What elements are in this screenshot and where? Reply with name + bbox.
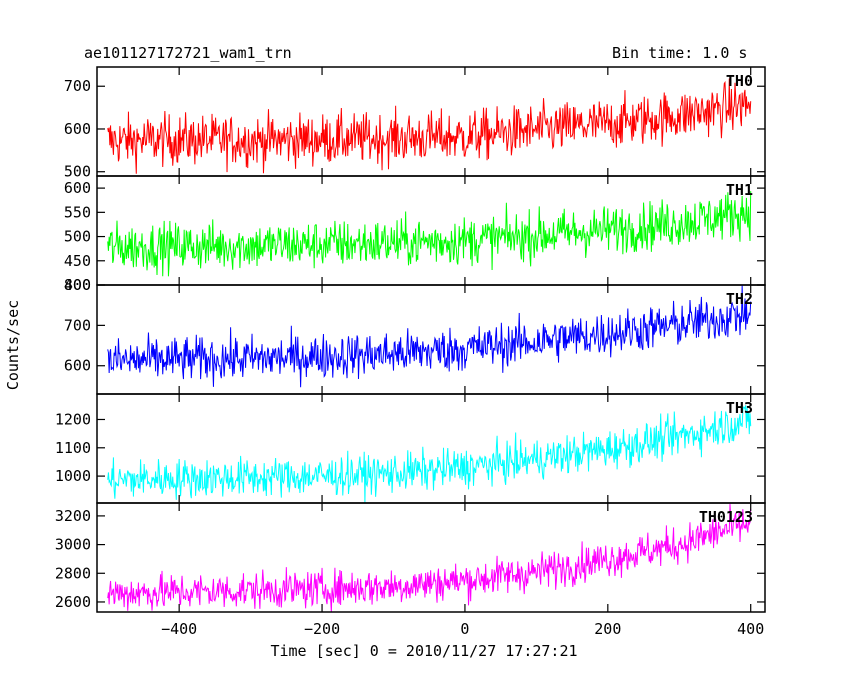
y-tick-label: 700 — [64, 77, 91, 95]
panel-label-th2: TH2 — [726, 290, 753, 308]
panel-label-th0: TH0 — [726, 72, 753, 90]
y-tick-label: 600 — [64, 357, 91, 375]
panel-th0: 500 600 700 TH0 — [64, 66, 766, 181]
x-tick-label: −400 — [161, 620, 197, 638]
y-tick-label: 1100 — [55, 439, 91, 457]
y-tick-label: 500 — [64, 163, 91, 181]
series-line-th0123 — [107, 503, 752, 612]
y-tick-label: 700 — [64, 316, 91, 334]
panel-label-th1: TH1 — [726, 181, 753, 199]
panel-frame — [96, 393, 766, 504]
x-tick-label: −200 — [304, 620, 340, 638]
y-axis-label: Counts/sec — [4, 300, 22, 390]
y-tick-label: 3200 — [55, 507, 91, 525]
panel-label-th3: TH3 — [726, 399, 753, 417]
panel-th1: 400 450 500 550 600 TH1 — [64, 175, 766, 294]
y-tick-label: 2800 — [55, 564, 91, 582]
series-line-th3 — [107, 405, 752, 503]
y-tick-label: 400 — [64, 276, 91, 294]
panel-label-th0123: TH0123 — [699, 508, 753, 526]
y-tick-label: 550 — [64, 203, 91, 221]
series-line-th0 — [107, 78, 752, 174]
y-tick-label: 1000 — [55, 467, 91, 485]
panel-th0123: 2600 2800 3000 3200 TH0123 — [55, 502, 766, 613]
panel-th3: 1000 1100 1200 TH3 — [55, 393, 766, 504]
bin-time-label: Bin time: 1.0 s — [612, 44, 748, 62]
y-tick-label: 600 — [64, 179, 91, 197]
x-axis-label: Time [sec] 0 = 2010/11/27 17:27:21 — [270, 642, 577, 660]
series-line-th2 — [107, 285, 752, 388]
x-tick-label: 200 — [594, 620, 621, 638]
panel-th2: 600 700 800 TH2 — [64, 276, 766, 395]
series-line-th1 — [107, 191, 752, 277]
y-tick-label: 1200 — [55, 410, 91, 428]
x-axis: −400 −200 0 200 400 — [161, 620, 764, 638]
panel-frame — [96, 284, 766, 395]
y-tick-label: 450 — [64, 252, 91, 270]
y-tick-label: 800 — [64, 276, 91, 294]
x-tick-label: 400 — [737, 620, 764, 638]
panel-frame — [96, 502, 766, 613]
y-tick-label: 600 — [64, 120, 91, 138]
y-tick-label: 500 — [64, 228, 91, 246]
y-tick-label: 2600 — [55, 593, 91, 611]
x-tick-label: 0 — [460, 620, 469, 638]
y-tick-label: 3000 — [55, 536, 91, 554]
chart-title: ae101127172721_wam1_trn — [84, 44, 292, 62]
